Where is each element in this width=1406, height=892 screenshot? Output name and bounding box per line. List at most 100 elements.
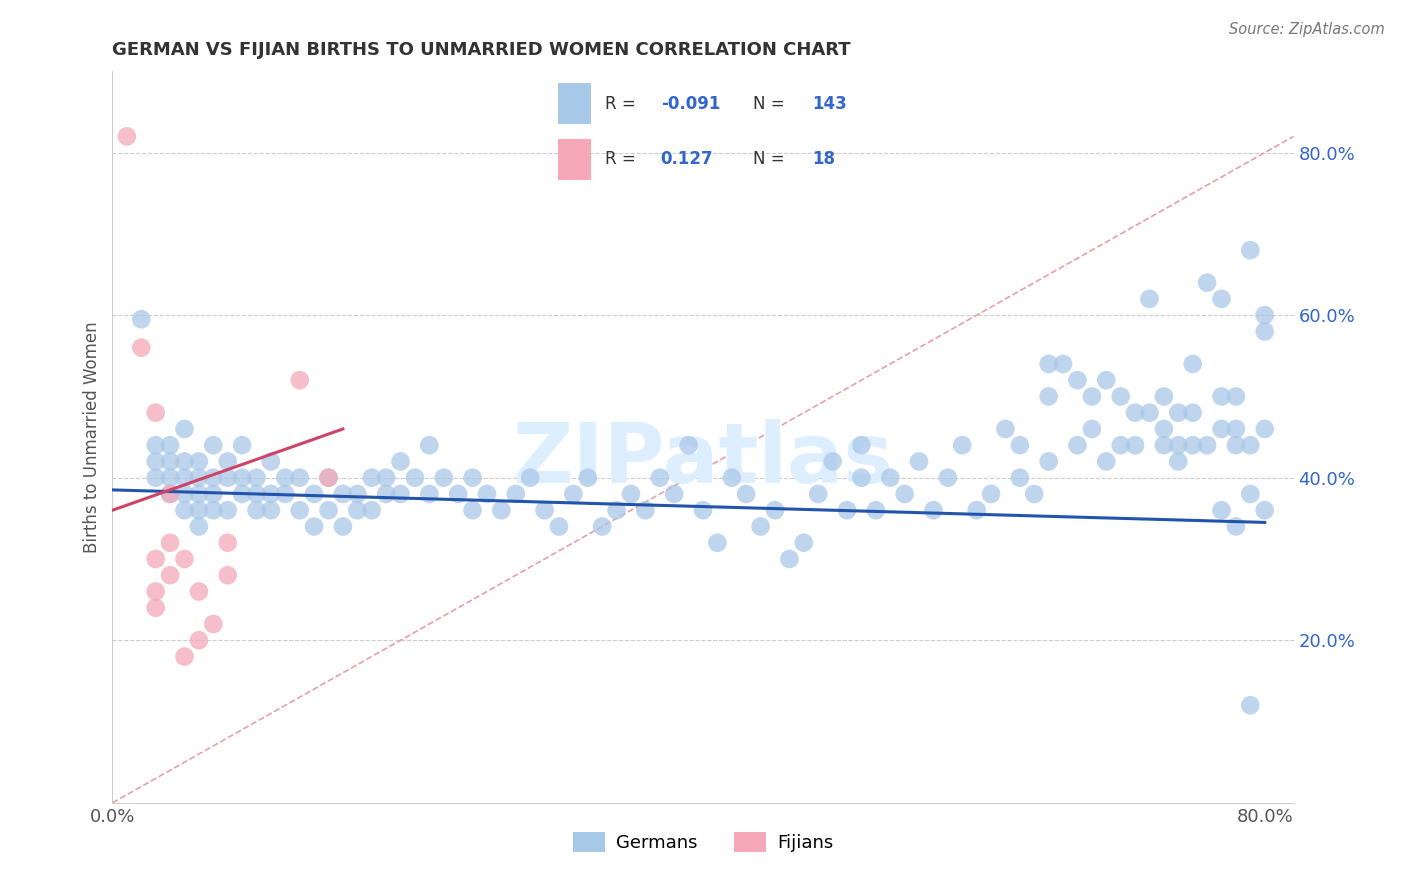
Point [1038, 389, 1060, 403]
Point [1254, 503, 1277, 517]
FancyBboxPatch shape [558, 139, 592, 179]
Point [735, 487, 758, 501]
Point [1008, 471, 1031, 485]
Point [1167, 406, 1189, 420]
Point [562, 487, 585, 501]
Point [274, 487, 297, 501]
Point [491, 503, 513, 517]
Text: GERMAN VS FIJIAN BIRTHS TO UNMARRIED WOMEN CORRELATION CHART: GERMAN VS FIJIAN BIRTHS TO UNMARRIED WOM… [112, 41, 851, 59]
Point [288, 503, 311, 517]
Point [835, 503, 858, 517]
Point [1081, 422, 1104, 436]
Text: -0.091: -0.091 [661, 95, 720, 113]
Point [778, 552, 800, 566]
Point [980, 487, 1002, 501]
Point [1254, 308, 1277, 322]
Point [159, 487, 181, 501]
Legend: Germans, Fijians: Germans, Fijians [565, 824, 841, 860]
Point [865, 503, 887, 517]
Point [1109, 438, 1132, 452]
Point [1024, 487, 1046, 501]
Point [332, 487, 354, 501]
Point [1139, 292, 1161, 306]
Point [1225, 438, 1247, 452]
Point [288, 471, 311, 485]
Point [145, 584, 167, 599]
Point [1008, 438, 1031, 452]
Point [1239, 487, 1261, 501]
Point [318, 503, 340, 517]
Point [706, 535, 728, 549]
Point [145, 438, 167, 452]
Point [360, 471, 382, 485]
Point [720, 471, 742, 485]
Point [851, 471, 873, 485]
Point [346, 487, 368, 501]
Point [302, 519, 325, 533]
Point [1211, 503, 1233, 517]
Point [217, 535, 239, 549]
Point [548, 519, 571, 533]
Point [231, 438, 253, 452]
Point [1197, 276, 1219, 290]
Point [1254, 422, 1277, 436]
Point [173, 471, 195, 485]
Point [1211, 389, 1233, 403]
Point [1167, 438, 1189, 452]
Point [1225, 519, 1247, 533]
Point [994, 422, 1017, 436]
Point [115, 129, 138, 144]
Point [922, 503, 945, 517]
Point [620, 487, 643, 501]
Point [1066, 438, 1088, 452]
Point [1197, 438, 1219, 452]
Point [1123, 438, 1146, 452]
Point [187, 584, 209, 599]
Point [187, 487, 209, 501]
Point [360, 503, 382, 517]
Point [129, 341, 152, 355]
Point [1038, 357, 1060, 371]
Point [159, 438, 181, 452]
Point [1181, 406, 1204, 420]
Point [389, 487, 412, 501]
Point [202, 617, 225, 632]
Point [288, 373, 311, 387]
Point [433, 471, 456, 485]
Point [1066, 373, 1088, 387]
Point [318, 471, 340, 485]
Point [1123, 406, 1146, 420]
Point [318, 471, 340, 485]
Point [231, 487, 253, 501]
Text: Source: ZipAtlas.com: Source: ZipAtlas.com [1229, 22, 1385, 37]
Text: 18: 18 [813, 150, 835, 169]
Point [461, 471, 484, 485]
Point [475, 487, 498, 501]
Point [217, 454, 239, 468]
Point [187, 519, 209, 533]
Text: 143: 143 [813, 95, 848, 113]
Point [404, 471, 426, 485]
Point [129, 312, 152, 326]
Point [664, 487, 686, 501]
Point [821, 454, 844, 468]
Point [1239, 438, 1261, 452]
Point [159, 568, 181, 582]
Point [302, 487, 325, 501]
Point [217, 503, 239, 517]
Text: ZIPatlas: ZIPatlas [513, 418, 893, 500]
Point [793, 535, 815, 549]
Text: 0.127: 0.127 [661, 150, 713, 169]
Point [1225, 422, 1247, 436]
Point [1153, 438, 1175, 452]
Point [173, 422, 195, 436]
Point [159, 454, 181, 468]
Point [375, 471, 398, 485]
Point [145, 471, 167, 485]
Point [749, 519, 772, 533]
Point [893, 487, 915, 501]
Text: R =: R = [605, 150, 636, 169]
Point [461, 503, 484, 517]
Point [1095, 373, 1118, 387]
Point [173, 552, 195, 566]
